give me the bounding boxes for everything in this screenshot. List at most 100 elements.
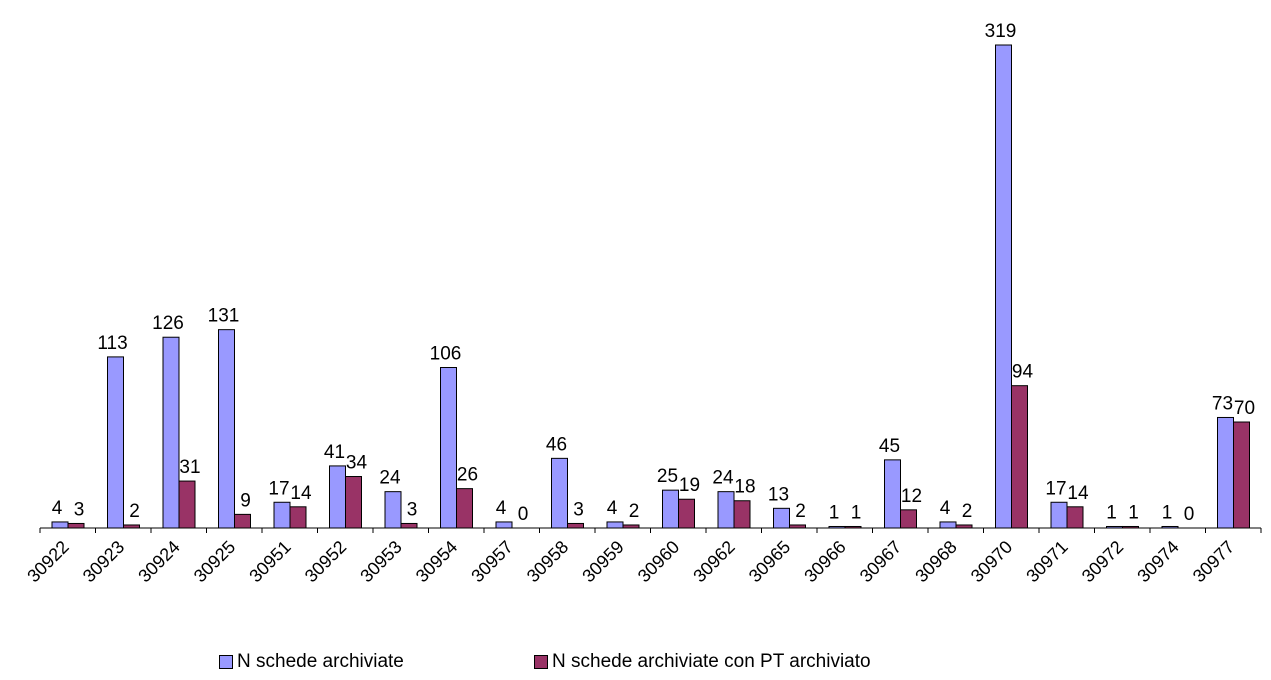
value-label-series-2-30974: 0 [1184,504,1195,525]
value-label-series-1-30957: 4 [496,498,507,519]
value-label-series-1-30958: 46 [546,434,567,455]
x-tick-label-30972: 30972 [1078,537,1128,587]
value-label-series-1-30965: 13 [768,484,789,505]
x-tick-label-30959: 30959 [578,537,628,587]
legend-item-series-1: N schede archiviate [219,651,404,673]
x-tick-label-30924: 30924 [134,537,184,587]
legend-swatch-series-1 [219,655,233,669]
x-tick-label-30971: 30971 [1022,537,1072,587]
bar-series-2-30922 [67,522,85,529]
value-label-series-1-30972: 1 [1106,502,1117,523]
x-tick-label-30970: 30970 [967,537,1017,587]
x-tick-labels-layer: 30922 30923 30924 30925 30951 30952 30953 30954… [23,537,1238,587]
bar-series-2-30952 [345,476,362,529]
bar-series-1-30925 [218,329,235,529]
bar-series-1-30923 [107,356,124,529]
value-label-series-2-30962: 18 [734,477,755,498]
value-label-series-2-30954: 26 [457,465,478,486]
x-tick-label-30953: 30953 [356,537,406,587]
value-label-series-2-30958: 3 [573,499,584,520]
bar-series-2-30925 [234,513,251,529]
value-label-series-1-30977: 73 [1212,393,1233,414]
bar-series-1-30952 [329,465,346,529]
x-tick-label-30922: 30922 [23,537,73,587]
bar-series-2-30924 [178,480,196,529]
value-label-series-1-30925: 131 [208,306,240,327]
value-label-series-1-30952: 41 [324,442,345,463]
value-label-series-2-30953: 3 [407,499,418,520]
bar-series-2-30962 [733,500,751,529]
value-label-series-2-30960: 19 [679,475,700,496]
value-label-series-2-30967: 12 [901,486,922,507]
bar-series-1-30970 [995,44,1012,529]
bar-series-2-30977 [1233,421,1250,529]
bar-series-2-30954 [456,488,473,529]
x-tick-label-30977: 30977 [1189,537,1239,587]
value-label-series-1-30974: 1 [1162,502,1173,523]
legend: N schede archiviate N schede archiviate … [0,651,1271,679]
value-label-series-2-30925: 9 [240,490,251,511]
bar-series-1-30922 [51,521,69,529]
value-label-series-1-30971: 17 [1045,478,1066,499]
x-tick-label-30954: 30954 [412,537,462,587]
x-tick-label-30968: 30968 [911,537,961,587]
value-label-series-1-30922: 4 [52,498,63,519]
value-label-series-2-30977: 70 [1234,398,1255,419]
value-label-series-1-30970: 319 [985,21,1017,42]
bar-series-2-30958 [567,522,584,529]
value-label-series-1-30951: 17 [268,478,289,499]
bars-layer [51,44,1250,529]
bar-series-1-30957 [495,521,513,529]
x-tick-label-30967: 30967 [856,537,906,587]
value-label-series-2-30972: 1 [1128,502,1139,523]
x-tick-label-30974: 30974 [1133,537,1183,587]
value-label-series-1-30966: 1 [829,502,840,523]
bar-series-1-30958 [551,457,568,529]
x-tick-label-30960: 30960 [634,537,684,587]
value-label-series-2-30966: 1 [851,502,862,523]
value-label-series-1-30968: 4 [940,498,951,519]
value-label-series-2-30970: 94 [1012,362,1034,383]
value-label-series-2-30951: 14 [290,483,312,504]
bar-series-2-30953 [400,522,418,529]
bar-series-1-30954 [440,367,457,529]
value-label-series-2-30965: 2 [795,501,806,522]
bar-series-2-30971 [1066,506,1084,529]
x-tick-label-30957: 30957 [467,537,517,587]
x-tick-label-30951: 30951 [245,537,295,587]
bar-series-1-30967 [884,459,901,529]
bar-series-1-30959 [606,521,624,529]
x-tick-label-30923: 30923 [79,537,129,587]
value-label-series-1-30967: 45 [879,436,900,457]
bar-series-1-30965 [773,507,790,529]
value-label-series-2-30924: 31 [179,457,200,478]
value-label-series-1-30923: 113 [97,333,127,354]
legend-label-series-1: N schede archiviate [237,651,404,672]
bar-series-2-30951 [289,506,307,529]
bar-series-1-30953 [384,491,402,529]
bar-series-1-30977 [1217,416,1234,529]
bar-series-2-30960 [678,498,695,529]
x-tick-label-30925: 30925 [190,537,240,587]
bar-series-1-30968 [939,521,957,529]
value-label-series-1-30924: 126 [152,313,184,334]
legend-item-series-2: N schede archiviate con PT archiviato [534,651,871,673]
x-tick-label-30966: 30966 [800,537,850,587]
value-label-series-1-30953: 24 [379,468,401,489]
bar-series-1-30951 [273,501,291,529]
x-tick-label-30965: 30965 [745,537,795,587]
value-label-series-1-30954: 106 [430,344,462,365]
x-tick-label-30962: 30962 [689,537,739,587]
x-tick-label-30958: 30958 [523,537,573,587]
x-tick-label-30952: 30952 [301,537,351,587]
bar-series-1-30962 [717,491,735,529]
value-label-series-2-30922: 3 [74,499,85,520]
x-axis [39,527,1262,533]
value-label-series-2-30957: 0 [518,504,529,525]
legend-label-series-2: N schede archiviate con PT archiviato [552,651,871,672]
bar-series-2-30967 [900,509,917,529]
bar-series-2-30970 [1011,385,1028,529]
value-label-series-1-30960: 25 [657,466,678,487]
